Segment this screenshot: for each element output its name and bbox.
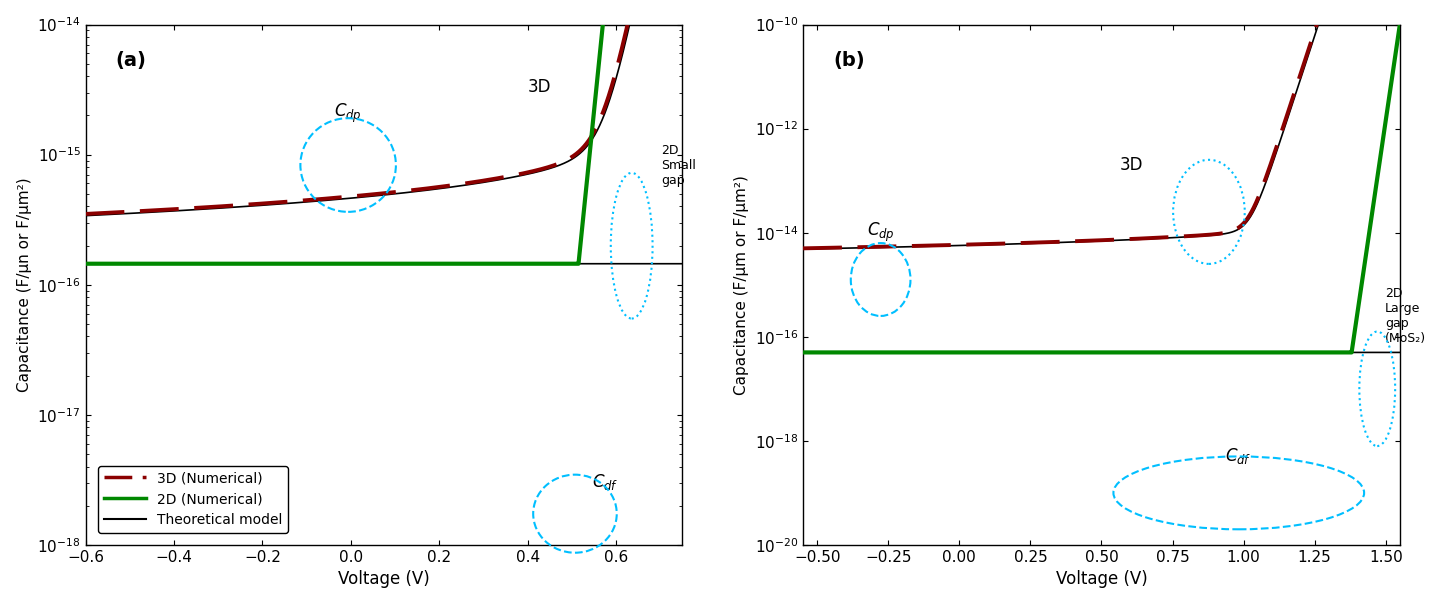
Text: $C_{df}$: $C_{df}$ — [1225, 446, 1251, 466]
X-axis label: Voltage (V): Voltage (V) — [338, 571, 429, 588]
Text: (a): (a) — [116, 51, 146, 70]
Text: (b): (b) — [832, 51, 864, 70]
X-axis label: Voltage (V): Voltage (V) — [1056, 571, 1147, 588]
Text: 2D
Small
gap: 2D Small gap — [662, 143, 696, 186]
Text: $C_{dp}$: $C_{dp}$ — [334, 102, 363, 125]
Legend: 3D (Numerical), 2D (Numerical), Theoretical model: 3D (Numerical), 2D (Numerical), Theoreti… — [98, 466, 288, 533]
Y-axis label: Capacitance (F/μn or F/μm²): Capacitance (F/μn or F/μm²) — [17, 177, 32, 392]
Text: 3D: 3D — [527, 78, 551, 96]
Text: $C_{df}$: $C_{df}$ — [591, 473, 618, 492]
Text: 2D
Large
gap
(MoS₂): 2D Large gap (MoS₂) — [1384, 287, 1426, 345]
Y-axis label: Capacitance (F/μm or F/μm²): Capacitance (F/μm or F/μm²) — [734, 175, 749, 394]
Text: $C_{dp}$: $C_{dp}$ — [867, 221, 894, 244]
Text: 3D: 3D — [1120, 156, 1143, 174]
